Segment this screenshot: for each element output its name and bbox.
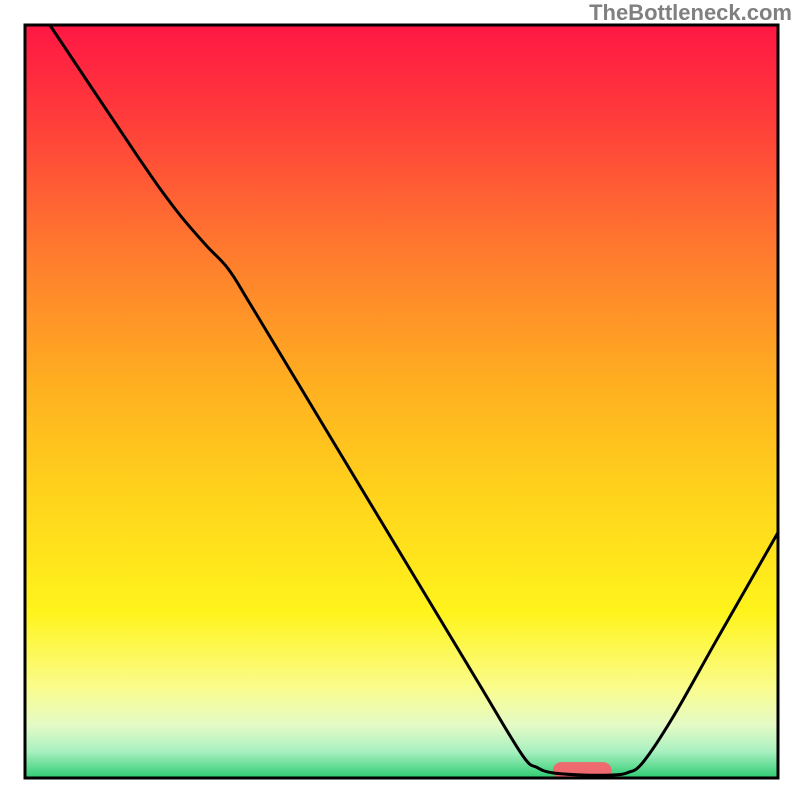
watermark-text: TheBottleneck.com bbox=[589, 0, 792, 26]
bottleneck-curve-chart bbox=[0, 0, 800, 800]
chart-container: TheBottleneck.com bbox=[0, 0, 800, 800]
gradient-background bbox=[25, 25, 778, 778]
